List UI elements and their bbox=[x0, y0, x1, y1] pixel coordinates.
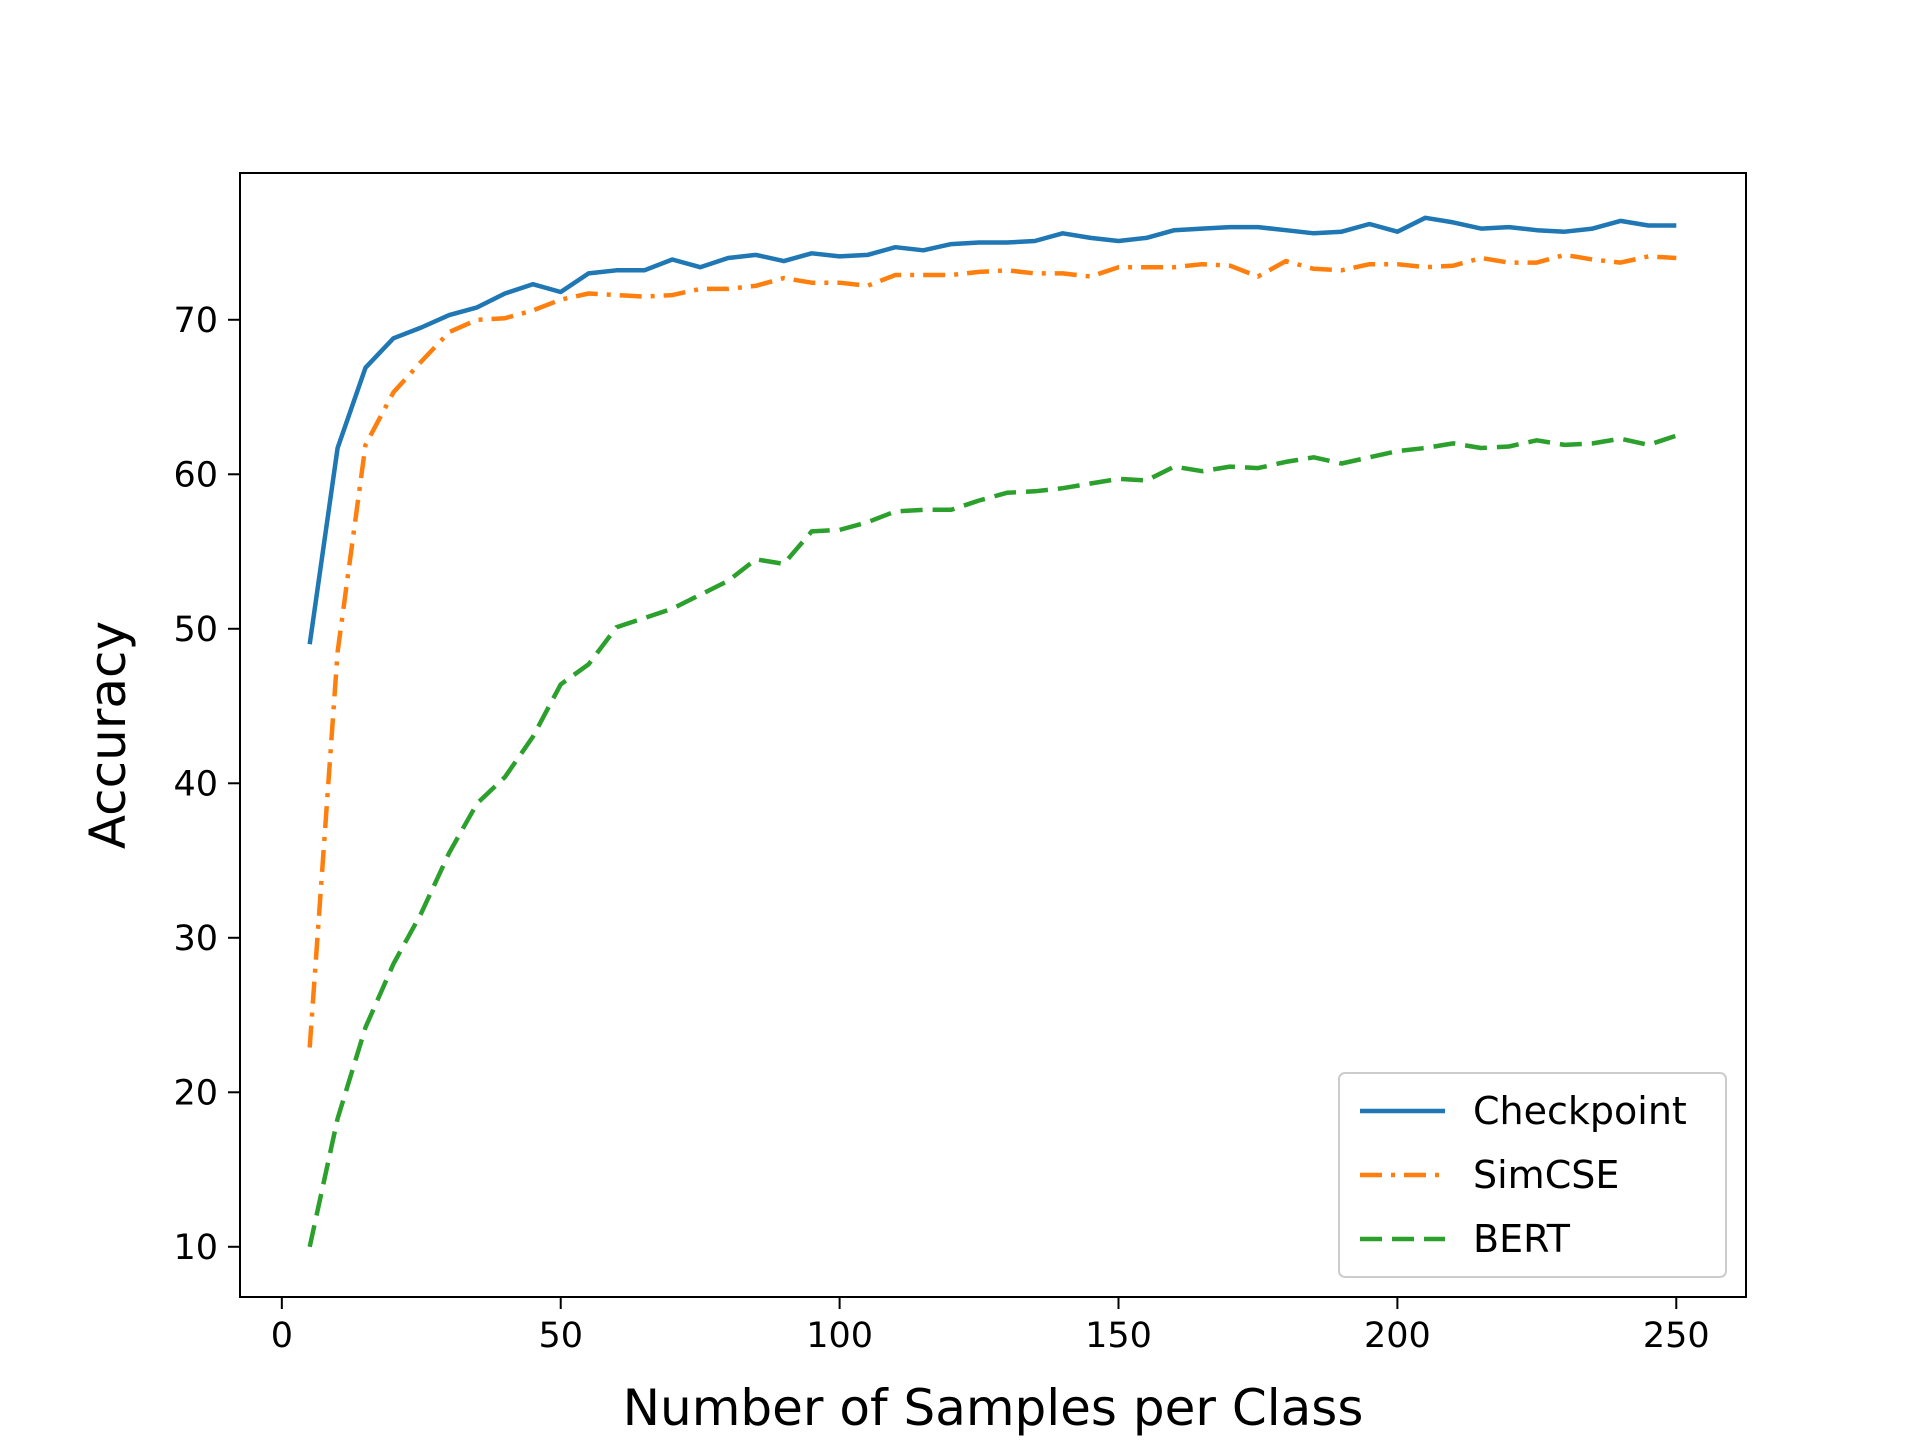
y-tick-label: 20 bbox=[173, 1073, 218, 1113]
series-line-checkpoint bbox=[307, 215, 1677, 645]
series-layer bbox=[307, 215, 1678, 1248]
plot-area-frame bbox=[239, 172, 1747, 1298]
x-tick-label: 100 bbox=[806, 1316, 873, 1356]
y-axis-label: Accuracy bbox=[79, 621, 137, 849]
ticks-layer: 0 50 100 150 200 250 10 20 30 40 50 60 70 bbox=[173, 301, 1709, 1356]
x-axis-label: Number of Samples per Class bbox=[623, 1379, 1364, 1437]
x-tick-label: 50 bbox=[538, 1316, 583, 1356]
y-tick-label: 50 bbox=[173, 610, 218, 650]
x-tick-label: 250 bbox=[1643, 1316, 1710, 1356]
y-tick-label: 30 bbox=[173, 919, 218, 959]
legend-label-simcse: SimCSE bbox=[1473, 1153, 1619, 1197]
y-tick-label: 60 bbox=[173, 455, 218, 495]
x-tick-label: 0 bbox=[271, 1316, 293, 1356]
x-tick-label: 150 bbox=[1085, 1316, 1152, 1356]
y-tick-label: 10 bbox=[173, 1228, 218, 1268]
y-tick-label: 70 bbox=[173, 301, 218, 341]
x-tick-label: 200 bbox=[1364, 1316, 1431, 1356]
legend-label-checkpoint: Checkpoint bbox=[1473, 1089, 1687, 1133]
series-line-bert bbox=[307, 433, 1678, 1248]
series-line-simcse bbox=[307, 252, 1677, 1048]
legend: Checkpoint SimCSE BERT bbox=[1338, 1072, 1727, 1278]
y-tick-label: 40 bbox=[173, 764, 218, 804]
legend-box bbox=[1338, 1072, 1727, 1278]
legend-items: Checkpoint SimCSE BERT bbox=[1360, 1089, 1687, 1261]
legend-label-bert: BERT bbox=[1473, 1217, 1571, 1261]
